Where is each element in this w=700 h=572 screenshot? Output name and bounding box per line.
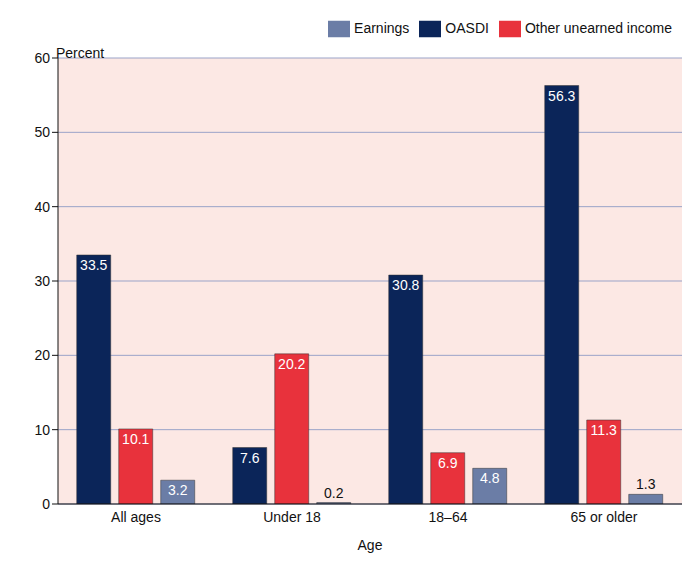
html-text:OASDI: OASDI (445, 19, 489, 36)
svg-text:7.6: 7.6 (240, 450, 260, 466)
svg-text:50: 50 (34, 124, 50, 140)
svg-text:4.8: 4.8 (480, 470, 500, 486)
svg-text:40: 40 (34, 199, 50, 215)
html-text:Earnings: Earnings (354, 19, 410, 36)
svg-text:6.9: 6.9 (438, 455, 458, 471)
svg-text:65 or older: 65 or older (571, 509, 638, 525)
svg-text:11.3: 11.3 (591, 422, 617, 438)
svg-text:0: 0 (42, 496, 50, 512)
svg-text:3.2: 3.2 (168, 482, 188, 498)
svg-text:Age: Age (358, 537, 383, 553)
svg-text:30: 30 (34, 273, 50, 289)
svg-text:Percent: Percent (56, 45, 104, 61)
svg-text:10: 10 (34, 422, 50, 438)
svg-text:18–64: 18–64 (429, 509, 468, 525)
svg-text:1.3: 1.3 (636, 476, 656, 492)
svg-text:33.5: 33.5 (80, 257, 107, 273)
svg-text:56.3: 56.3 (548, 88, 575, 104)
svg-text:0.2: 0.2 (324, 485, 344, 501)
svg-text:10.1: 10.1 (122, 431, 149, 447)
html-text:Other unearned income: Other unearned income (524, 19, 672, 36)
svg-text:20: 20 (34, 347, 50, 363)
svg-text:60: 60 (34, 50, 50, 66)
svg-text:All ages: All ages (111, 509, 161, 525)
svg-text:20.2: 20.2 (278, 356, 305, 372)
svg-text:30.8: 30.8 (392, 277, 419, 293)
svg-text:Under 18: Under 18 (263, 509, 321, 525)
